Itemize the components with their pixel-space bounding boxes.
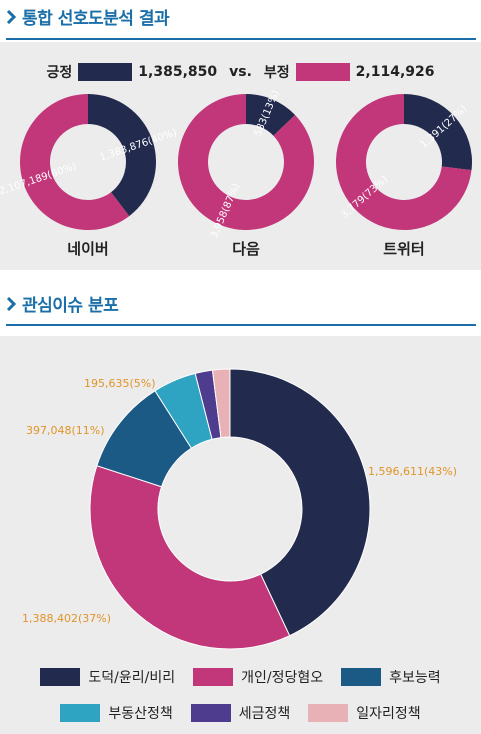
- donut-slice: [246, 94, 296, 136]
- issues-donut-chart: 1,596,611(43%) 1,388,402(37%) 397,048(11%)…: [22, 368, 457, 650]
- legend-swatch: [341, 668, 382, 686]
- issue-slice-label: 195,635(5%): [84, 377, 156, 390]
- donut-title-naver: 네이버: [67, 240, 109, 258]
- chevron-right-icon: [6, 296, 16, 311]
- positive-value: 1,385,850: [138, 64, 218, 80]
- legend-swatch: [190, 704, 231, 722]
- legend-item: 후보능력: [341, 667, 441, 687]
- negative-label: 부정: [263, 65, 290, 81]
- legend-item: 일자리정책: [308, 703, 421, 723]
- donut-slice: [335, 94, 472, 230]
- donut-slice: [88, 94, 157, 217]
- vs-text: vs.: [229, 64, 252, 80]
- issue-donut-slice: [89, 465, 291, 650]
- chevron-right-icon: [6, 9, 16, 24]
- legend-swatch: [193, 668, 234, 686]
- legend-label: 개인/정당혐오: [241, 670, 324, 686]
- positive-swatch: [78, 63, 133, 81]
- positive-label: 긍정: [46, 65, 73, 81]
- issue-donut-slice: [211, 368, 231, 439]
- issues-legend-row1: 도덕/윤리/비리 개인/정당혐오 후보능력: [0, 667, 481, 687]
- legend-item: 도덕/윤리/비리: [40, 667, 175, 687]
- donut-slice: [404, 94, 473, 171]
- issue-donut-slice: [229, 368, 371, 637]
- section-title: 관심이슈 분포: [22, 296, 119, 316]
- legend-label: 부동산정책: [108, 706, 173, 722]
- negative-value: 2,114,926: [355, 64, 435, 80]
- donut-title-twitter: 트위터: [383, 240, 425, 258]
- legend-swatch: [40, 668, 81, 686]
- donut-slice: [177, 94, 315, 230]
- legend-label: 일자리정책: [356, 706, 421, 722]
- legend-label: 후보능력: [389, 670, 441, 686]
- section-divider: [6, 324, 476, 326]
- legend-item: 개인/정당혐오: [193, 667, 323, 687]
- section-header-preference: 통합 선호도분석 결과: [0, 4, 481, 29]
- legend-item: 세금정책: [190, 703, 291, 723]
- legend-label: 세금정책: [238, 706, 291, 722]
- section-divider: [6, 38, 476, 40]
- issue-slice-label: 1,388,402(37%): [22, 612, 111, 625]
- donut-title-daum: 다음: [232, 240, 260, 258]
- summary-legend: 긍정 1,385,850 vs. 부정 2,114,926: [0, 62, 481, 82]
- section-header-issues: 관심이슈 분포: [0, 291, 481, 316]
- legend-swatch: [308, 704, 349, 722]
- issues-legend-row2: 부동산정책 세금정책 일자리정책: [0, 703, 481, 723]
- issue-slice-label: 1,596,611(43%): [368, 465, 457, 478]
- negative-swatch: [295, 63, 350, 81]
- preference-donut-charts: 1,383,876(40%)2,107,189(60%)583(13%)3,95…: [0, 90, 473, 240]
- legend-swatch: [60, 704, 101, 722]
- legend-item: 부동산정책: [60, 703, 173, 723]
- section-title: 통합 선호도분석 결과: [22, 9, 170, 29]
- donut-slice: [20, 94, 130, 230]
- issue-slice-label: 397,048(11%): [26, 424, 105, 437]
- legend-label: 도덕/윤리/비리: [88, 670, 176, 686]
